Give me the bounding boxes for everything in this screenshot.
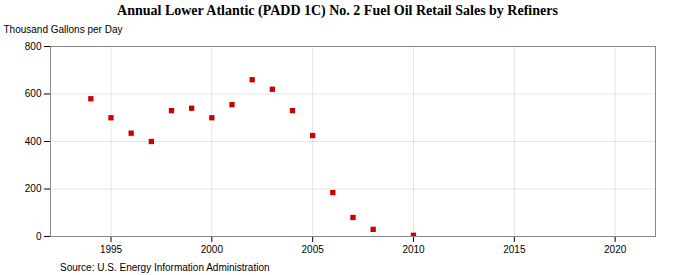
svg-text:800: 800 — [25, 41, 42, 52]
svg-text:2000: 2000 — [201, 244, 224, 255]
svg-text:1995: 1995 — [100, 244, 123, 255]
svg-text:2020: 2020 — [604, 244, 627, 255]
html-text:Annual Lower Atlantic (PADD 1C: Annual Lower Atlantic (PADD 1C) No. 2 Fu… — [117, 3, 558, 18]
svg-text:400: 400 — [25, 136, 42, 147]
svg-text:200: 200 — [25, 183, 42, 194]
svg-text:0: 0 — [36, 231, 42, 242]
svg-text:2005: 2005 — [302, 244, 325, 255]
svg-text:2010: 2010 — [402, 244, 425, 255]
html-text:Source: U.S. Energy Informatio: Source: U.S. Energy Information Administ… — [60, 262, 270, 273]
svg-text:Thousand Gallons per Day: Thousand Gallons per Day — [4, 24, 123, 35]
svg-text:600: 600 — [25, 88, 42, 99]
svg-text:2015: 2015 — [503, 244, 526, 255]
